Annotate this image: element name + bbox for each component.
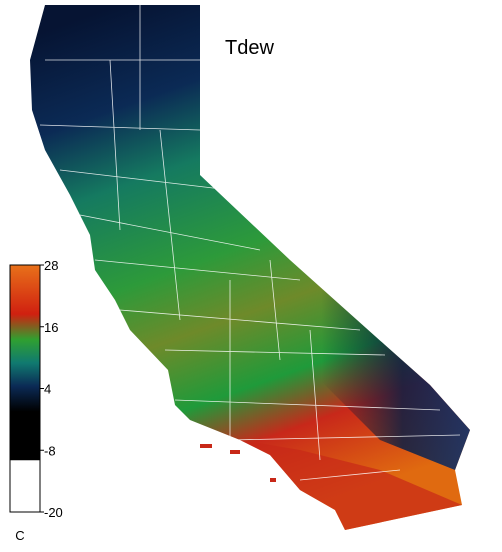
south-coast-shade: [240, 440, 462, 530]
colorbar-tick-label: 4: [44, 382, 51, 397]
desert-shade: [200, 175, 470, 470]
county-lines: [39, 5, 461, 481]
colorbar-tick-label: 16: [44, 320, 58, 335]
colorbar-fill: [10, 265, 40, 461]
colorbar-tick-label: -8: [44, 443, 56, 458]
colorbar-tick-label: -20: [44, 505, 63, 520]
colorbar-unit: C: [15, 528, 24, 543]
map-title: Tdew: [225, 37, 274, 59]
islands: [200, 444, 276, 482]
california: [30, 5, 470, 530]
colorbar-tick-label: 28: [44, 258, 58, 273]
colorbar-ticks: 28 16 4 -8 -20: [40, 258, 63, 520]
